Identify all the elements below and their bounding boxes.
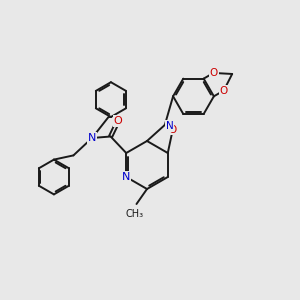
Text: N: N	[122, 172, 130, 182]
Text: N: N	[88, 133, 96, 143]
Text: O: O	[220, 85, 228, 96]
Text: CH₃: CH₃	[126, 209, 144, 219]
Text: O: O	[169, 124, 177, 134]
Text: O: O	[209, 68, 218, 78]
Text: O: O	[114, 116, 122, 126]
Text: N: N	[166, 121, 174, 131]
